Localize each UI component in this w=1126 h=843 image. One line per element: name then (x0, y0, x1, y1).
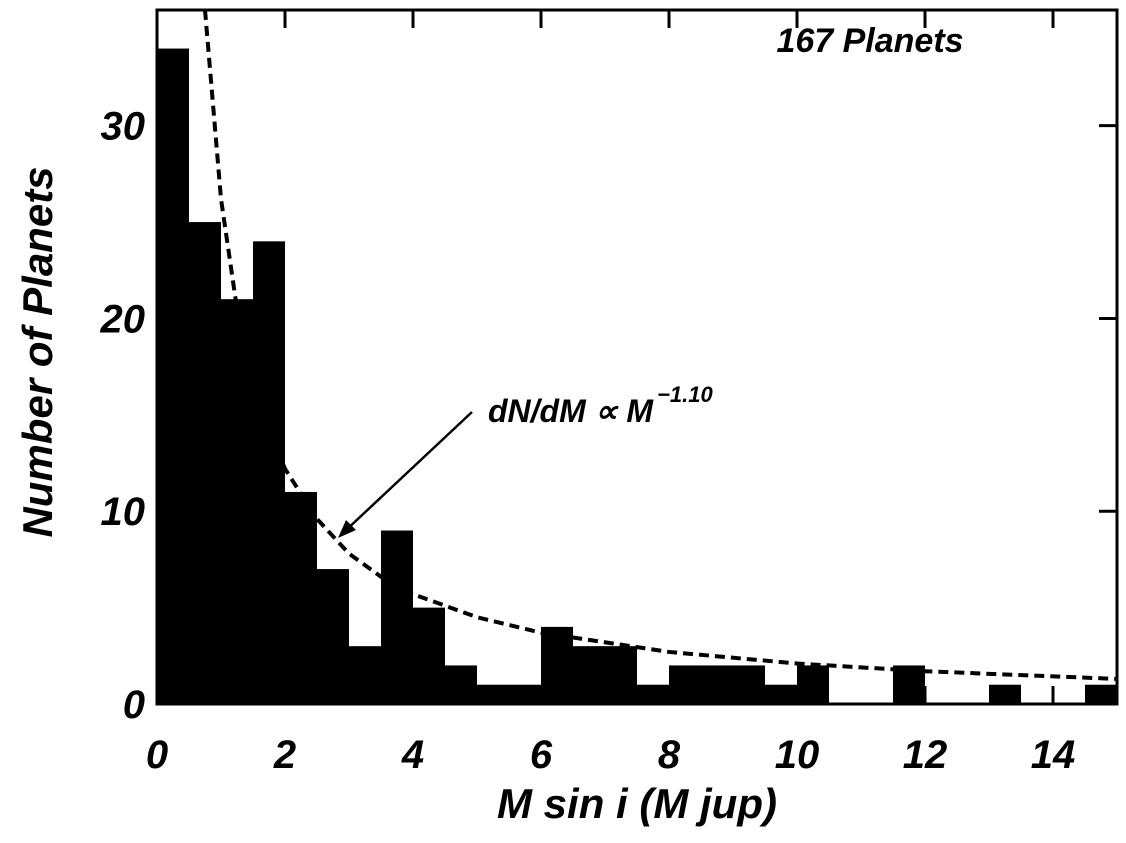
arrow-line (343, 411, 473, 533)
x-tick-label: 14 (1031, 733, 1076, 777)
y-tick-label: 10 (101, 490, 146, 534)
arrow-head (338, 520, 356, 538)
bar (989, 684, 1021, 704)
count-annotation: 167 Planets (776, 22, 963, 60)
y-tick-label: 20 (100, 297, 146, 341)
fit-curve (203, 9, 1118, 681)
y-tick-label: 0 (123, 683, 145, 727)
bar (381, 530, 413, 704)
bar (669, 665, 701, 704)
bar (1085, 684, 1117, 704)
bar (797, 665, 829, 704)
bar (285, 491, 317, 704)
bar (253, 241, 285, 705)
bar (541, 626, 573, 704)
x-tick-label: 6 (530, 733, 553, 777)
bar (477, 684, 509, 704)
x-tick-label: 0 (146, 733, 168, 777)
bar (637, 684, 669, 704)
fit-annotation: dN/dM ∝ M (488, 393, 654, 429)
bar (445, 665, 477, 704)
bar (605, 646, 637, 704)
bar (349, 646, 381, 704)
y-tick-label: 30 (101, 105, 146, 149)
x-tick-label: 2 (273, 733, 296, 777)
bar (733, 665, 765, 704)
bar (157, 48, 189, 705)
x-tick-label: 8 (658, 733, 681, 777)
x-tick-label: 4 (401, 733, 424, 777)
bar (765, 684, 797, 704)
plot-frame (155, 8, 1119, 706)
x-axis-title: M sin i (M jup) (497, 780, 777, 827)
x-tick-label: 12 (903, 733, 948, 777)
y-axis-title: Number of Planets (14, 166, 61, 537)
bar (573, 646, 605, 704)
x-tick-label: 10 (775, 733, 820, 777)
bar (189, 222, 221, 705)
bar (413, 607, 445, 704)
bar (701, 665, 733, 704)
fit-exponent: −1.10 (657, 382, 713, 407)
bar (509, 684, 541, 704)
bar (221, 299, 253, 704)
bar (317, 569, 349, 704)
